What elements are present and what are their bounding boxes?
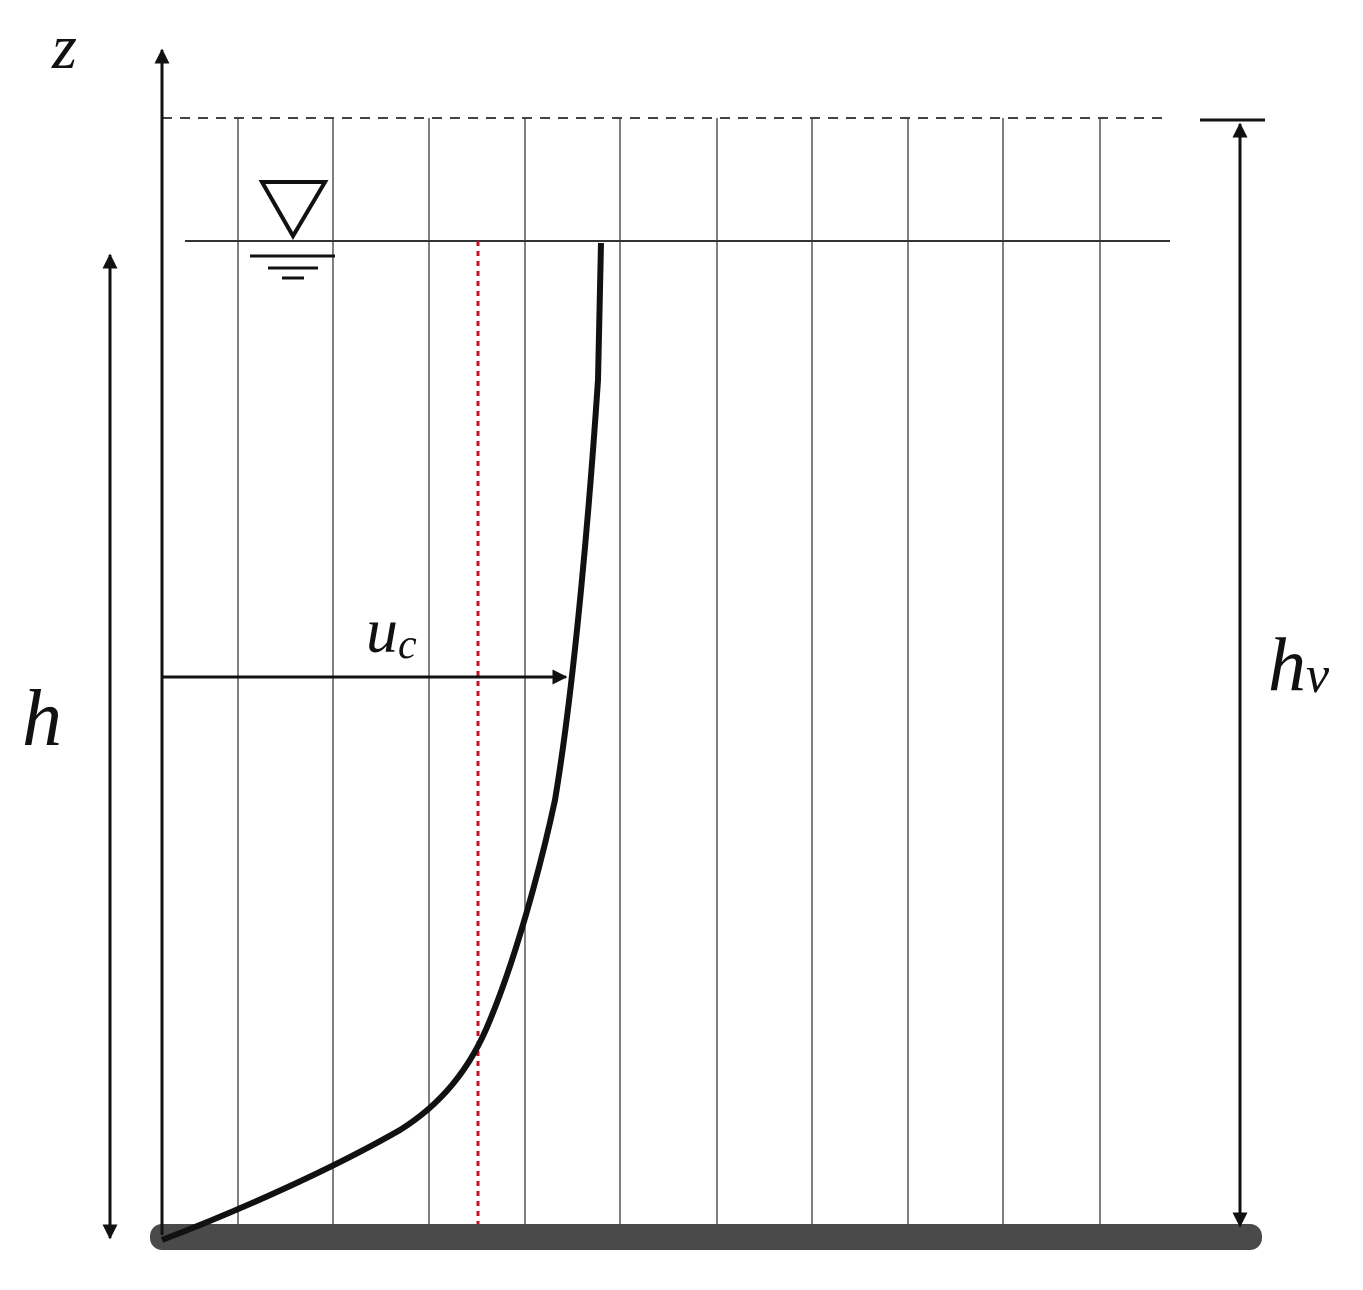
hv-label: hv: [1268, 623, 1330, 707]
stems: [237, 118, 1101, 1225]
bed: [150, 1224, 1262, 1250]
hv-sub: v: [1306, 647, 1330, 704]
velocity-profile: [160, 242, 604, 1243]
uc-sub: c: [398, 622, 417, 668]
z-label: z: [51, 11, 77, 82]
h-label: h: [22, 675, 62, 763]
water-symbol: [250, 180, 335, 280]
uc-label: uc: [366, 595, 417, 668]
hv-main: h: [1268, 623, 1306, 707]
uc-main: u: [366, 595, 398, 666]
